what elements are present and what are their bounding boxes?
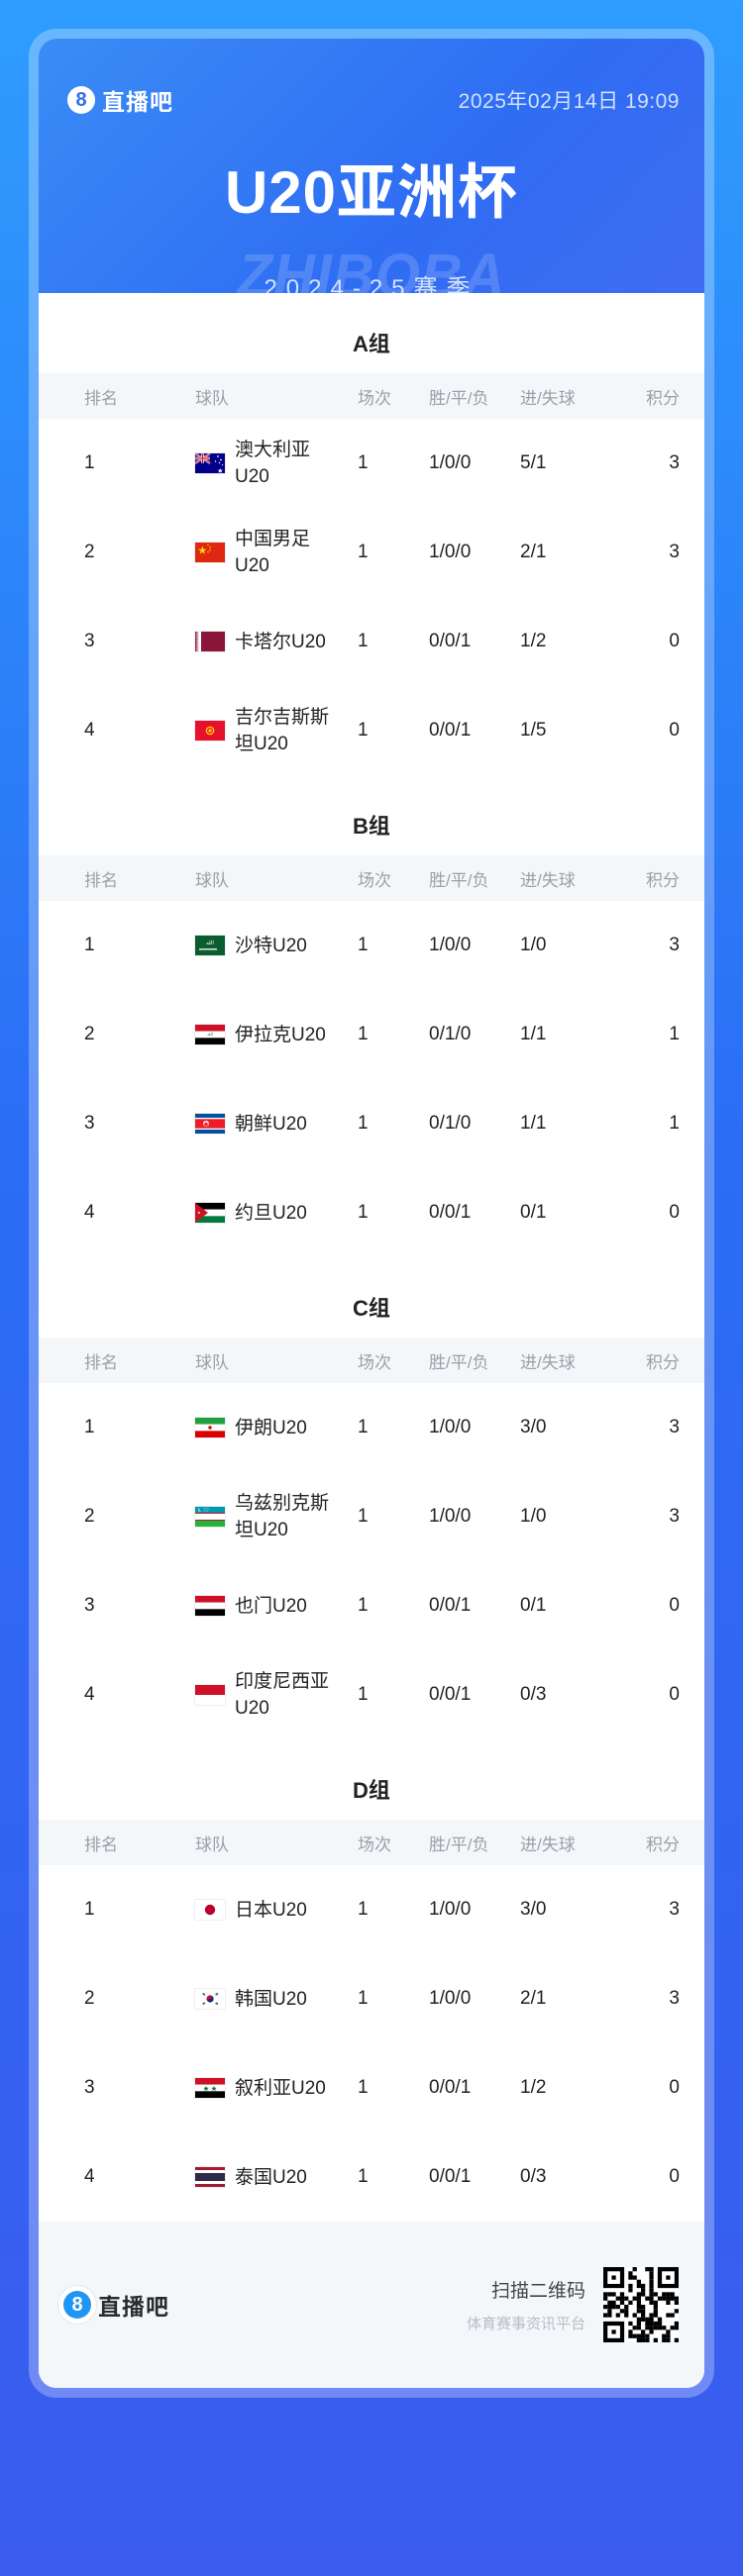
svg-text:الله: الله <box>207 1032 213 1037</box>
svg-text:الله: الله <box>206 941 214 946</box>
